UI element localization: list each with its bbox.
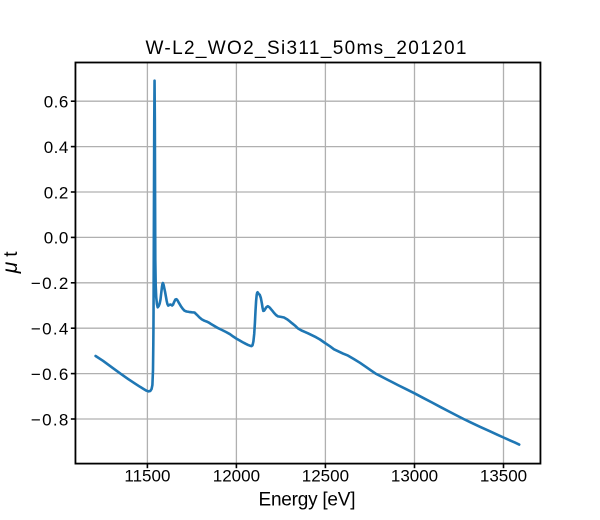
svg-text:0.4: 0.4 bbox=[44, 138, 69, 157]
svg-text:W-L2_WO2_Si311_50ms_201201: W-L2_WO2_Si311_50ms_201201 bbox=[146, 38, 467, 59]
svg-text:−0.4: −0.4 bbox=[31, 320, 68, 339]
svg-text:12500: 12500 bbox=[302, 466, 349, 485]
svg-text:11500: 11500 bbox=[124, 466, 170, 485]
svg-text:μt: μt bbox=[0, 251, 22, 274]
svg-text:−0.2: −0.2 bbox=[31, 274, 68, 293]
svg-text:0.0: 0.0 bbox=[44, 229, 69, 248]
svg-text:0.2: 0.2 bbox=[44, 183, 69, 202]
svg-text:0.6: 0.6 bbox=[44, 93, 69, 112]
svg-text:−0.6: −0.6 bbox=[31, 365, 68, 384]
svg-text:Energy [eV]: Energy [eV] bbox=[259, 489, 356, 510]
svg-text:12000: 12000 bbox=[213, 466, 260, 485]
svg-text:−0.8: −0.8 bbox=[31, 410, 68, 429]
svg-text:13000: 13000 bbox=[391, 466, 438, 485]
svg-text:13500: 13500 bbox=[480, 466, 527, 485]
